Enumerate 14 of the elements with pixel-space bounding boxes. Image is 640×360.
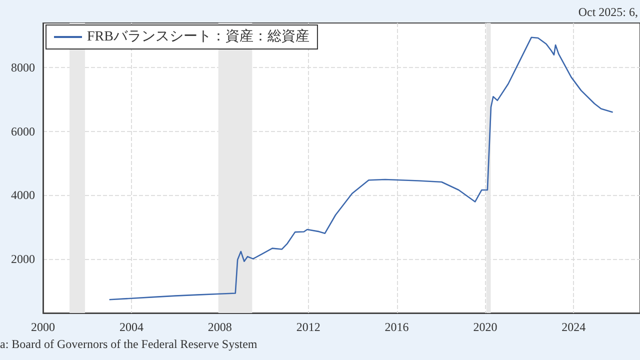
legend-label: FRBバランスシート：資産：総資産	[87, 28, 310, 44]
x-tick-label: 2008	[208, 320, 232, 334]
x-tick-label: 2004	[119, 320, 144, 334]
x-tick-label: 2000	[31, 320, 55, 334]
y-tick-label: 2000	[11, 252, 35, 266]
x-tick-label: 2024	[562, 320, 586, 334]
x-tick-label: 2012	[296, 320, 320, 334]
text: a: Board of Governors of the Federal Reserve System	[0, 337, 258, 351]
y-tick-label: 8000	[11, 60, 35, 75]
x-tick-label: 2020	[473, 320, 498, 334]
y-tick-label: 4000	[11, 188, 35, 202]
x-tick-label: 2016	[384, 320, 409, 334]
text: Oct 2025: 6,	[578, 5, 638, 19]
y-tick-label: 6000	[11, 124, 35, 138]
